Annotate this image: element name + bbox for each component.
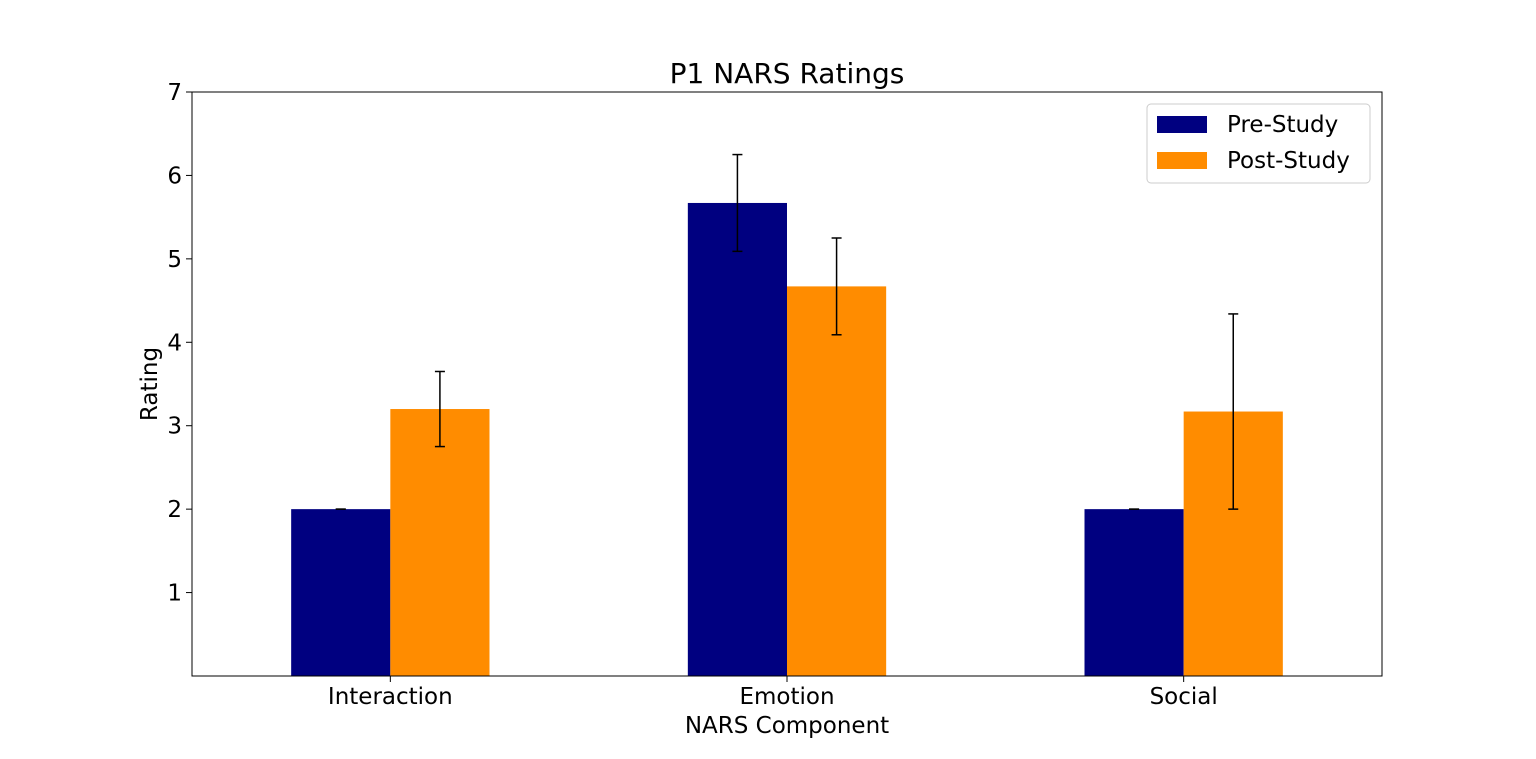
bar-pre-study-social (1084, 509, 1184, 676)
x-axis: Interaction Emotion Social (328, 676, 1218, 710)
error-bar-post-study-emotion (831, 237, 842, 336)
x-axis-label: NARS Component (685, 713, 889, 739)
legend-swatch-pre-study (1157, 116, 1207, 133)
x-tick-label: Social (1150, 684, 1218, 710)
bar-post-study-emotion (787, 286, 887, 676)
error-bars-group (335, 153, 1239, 510)
y-tick-label: 7 (167, 80, 182, 106)
y-tick-label: 5 (167, 247, 182, 273)
bar-pre-study-emotion (687, 202, 787, 676)
legend-label-post-study: Post-Study (1227, 148, 1350, 174)
x-tick-label: Interaction (328, 684, 453, 710)
y-tick-label: 2 (167, 497, 182, 523)
legend: Pre-Study Post-Study (1146, 103, 1371, 184)
bars-group (291, 202, 1283, 676)
y-tick-label: 6 (167, 163, 182, 189)
error-bar-post-study-interaction (434, 370, 445, 448)
x-tick-label: Emotion (739, 684, 834, 710)
legend-label-pre-study: Pre-Study (1227, 112, 1338, 138)
bar-post-study-interaction (390, 409, 490, 676)
chart-title: P1 NARS Ratings (670, 57, 905, 90)
y-tick-label: 4 (167, 330, 182, 356)
y-tick-label: 3 (167, 414, 182, 440)
bar-pre-study-interaction (291, 509, 391, 676)
y-tick-label: 1 (167, 581, 182, 607)
y-axis: 1 2 3 4 5 6 7 (167, 80, 192, 607)
y-axis-label: Rating (137, 347, 163, 421)
legend-swatch-post-study (1157, 152, 1207, 169)
error-bar-post-study-social (1228, 313, 1239, 510)
error-bar-pre-study-emotion (732, 153, 743, 253)
